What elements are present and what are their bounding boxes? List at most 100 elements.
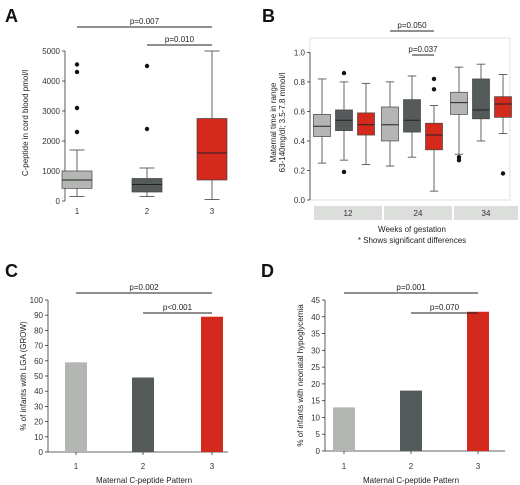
y-tick-label: 90 [34, 311, 43, 320]
p-value-label: p=0.007 [130, 17, 160, 26]
y-tick-label: 3000 [42, 107, 60, 116]
y-tick-label: 100 [30, 296, 44, 305]
outlier-point [144, 126, 150, 132]
outlier-point [500, 171, 506, 176]
y-tick-label: 40 [311, 313, 320, 322]
outlier-point [74, 105, 80, 111]
y-tick-label: 0.8 [294, 78, 306, 87]
p-value-label: p=0.002 [129, 283, 159, 292]
y-tick-label: 0.2 [294, 166, 306, 175]
box [196, 118, 228, 181]
group-label: 12 [344, 209, 353, 218]
y-tick-label: 80 [34, 326, 43, 335]
panel-b: B 0.0 0.2 0.4 0.6 0.8 1.0 Maternal time in rang… [262, 6, 518, 245]
y-tick-label: 30 [34, 402, 43, 411]
outlier-point [341, 70, 347, 76]
group-strip [384, 206, 452, 220]
box [450, 91, 468, 115]
panel-letter: B [262, 6, 275, 26]
y-tick-label: 10 [311, 413, 320, 422]
y-tick-label: 30 [311, 346, 320, 355]
y-tick-label: 40 [34, 387, 43, 396]
y-axis-label: C-peptide in cord blood pmol/l [21, 70, 30, 177]
bar [201, 316, 223, 452]
group-label: 34 [482, 209, 491, 218]
box [425, 122, 443, 151]
y-tick-label: 70 [34, 342, 43, 351]
group-label: 24 [414, 209, 423, 218]
box [357, 112, 375, 136]
group-strip [454, 206, 518, 220]
panel-c: C 0 10 20 30 40 50 60 70 80 90 100 % of infants with… [5, 261, 228, 485]
bar [333, 407, 355, 451]
bar [132, 377, 154, 452]
p-value-label: p=0.050 [397, 21, 427, 30]
bar [65, 362, 87, 452]
bar [400, 390, 422, 451]
significance-note: * Shows significant differences [358, 236, 466, 245]
outlier-point [431, 87, 437, 92]
bar [467, 311, 489, 451]
x-axis-label: Weeks of gestation [378, 225, 446, 234]
p-value-label: p=0.010 [165, 35, 195, 44]
outlier-point [74, 62, 80, 67]
y-tick-label: 1.0 [294, 48, 306, 57]
p-value-label: p=0.037 [408, 45, 438, 54]
x-tick-label: 1 [74, 462, 79, 471]
x-tick-label: 1 [342, 462, 347, 471]
y-tick-label: 2000 [42, 137, 60, 146]
y-tick-label: 0 [39, 448, 44, 457]
y-tick-label: 35 [311, 330, 320, 339]
y-tick-label: 5 [316, 430, 321, 439]
y-tick-label: 5000 [42, 47, 60, 56]
y-axis-label: % of infants with neonatal hypoglycemia [296, 304, 305, 447]
outlier-point [74, 129, 80, 135]
outlier-point [456, 154, 462, 160]
outlier-point [144, 63, 150, 69]
y-tick-label: 15 [311, 397, 320, 406]
x-tick-label: 2 [141, 462, 146, 471]
panel-d: D 0 5 10 15 20 25 30 35 40 45 % of infants with neo… [261, 261, 505, 485]
panel-letter: C [5, 261, 18, 281]
y-axis-label-units: 63-140mg/dl; 3.5-7.8 mmol/l [278, 72, 287, 172]
outlier-point [74, 69, 80, 75]
x-axis-label: Maternal C-peptide Pattern [96, 476, 192, 485]
x-axis-label: Maternal C-peptide Pattern [363, 476, 459, 485]
y-tick-label: 45 [311, 296, 320, 305]
box [131, 178, 163, 193]
y-tick-label: 0.4 [294, 137, 306, 146]
panel-letter: A [5, 6, 18, 26]
p-value-label: p=0.001 [396, 283, 426, 292]
x-tick-label: 2 [145, 207, 150, 216]
x-tick-label: 1 [75, 207, 80, 216]
y-tick-label: 4000 [42, 77, 60, 86]
y-tick-label: 20 [311, 380, 320, 389]
significance-asterisk: * [432, 77, 435, 86]
y-tick-label: 20 [34, 418, 43, 427]
panel-a: A 0 1000 2000 3000 4000 5000 C-peptide in cord … [5, 6, 228, 216]
y-tick-label: 0.6 [294, 107, 306, 116]
box [472, 78, 490, 120]
outlier-point [341, 169, 347, 175]
box [381, 106, 399, 142]
outlier-point [431, 76, 437, 82]
p-value-label: p<0.001 [163, 303, 193, 312]
x-tick-label: 3 [476, 462, 481, 471]
x-tick-label: 3 [210, 462, 215, 471]
y-tick-label: 1000 [42, 167, 60, 176]
y-tick-label: 0.0 [294, 196, 306, 205]
box [313, 114, 331, 137]
y-tick-label: 25 [311, 363, 320, 372]
x-tick-label: 2 [409, 462, 414, 471]
y-tick-label: 10 [34, 433, 43, 442]
group-strip [314, 206, 382, 220]
panel-letter: D [261, 261, 274, 281]
p-value-label: p=0.070 [430, 303, 460, 312]
y-axis-label: % of infants with LGA (GROW) [19, 321, 28, 431]
significance-asterisk: * [432, 87, 435, 96]
x-tick-label: 3 [210, 207, 215, 216]
y-tick-label: 0 [316, 447, 321, 456]
box [494, 96, 512, 118]
y-tick-label: 0 [56, 197, 61, 206]
